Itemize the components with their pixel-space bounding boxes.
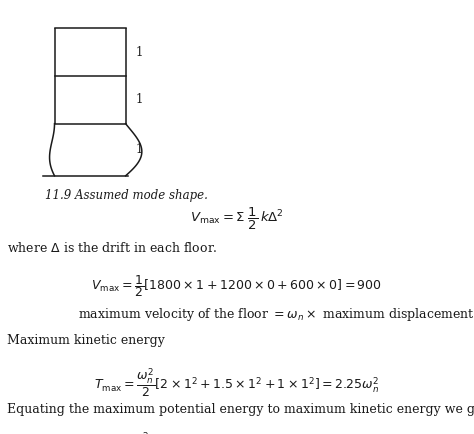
Text: $T_{\mathrm{max}} = \dfrac{\omega_n^2}{2}[2 \times 1^2 +1.5 \times 1^2 +1 \times: $T_{\mathrm{max}} = \dfrac{\omega_n^2}{2… bbox=[94, 367, 380, 400]
Text: where $\Delta$ is the drift in each floor.: where $\Delta$ is the drift in each floo… bbox=[7, 241, 218, 255]
Text: 11.9 Assumed mode shape.: 11.9 Assumed mode shape. bbox=[45, 189, 208, 202]
Text: 1: 1 bbox=[136, 143, 144, 156]
Text: $2.25\omega_n^2 = 900; \; \omega_n = 20\mathrm{rad/s}$: $2.25\omega_n^2 = 900; \; \omega_n = 20\… bbox=[104, 432, 278, 434]
Text: maximum velocity of the floor $= \omega_n \times$ maximum displacement: maximum velocity of the floor $= \omega_… bbox=[78, 306, 474, 323]
Text: $V_{\mathrm{max}}  = \Sigma \; \dfrac{1}{2} \, k\Delta^2$: $V_{\mathrm{max}} = \Sigma \; \dfrac{1}{… bbox=[190, 206, 284, 232]
Text: 1: 1 bbox=[136, 46, 144, 59]
Text: 1: 1 bbox=[136, 93, 144, 106]
Text: $V_{\mathrm{max}} = \dfrac{1}{2}[1800 \times 1 + 1200 \times 0 + 600 \times 0] =: $V_{\mathrm{max}} = \dfrac{1}{2}[1800 \t… bbox=[91, 273, 383, 299]
Text: Equating the maximum potential energy to maximum kinetic energy we get: Equating the maximum potential energy to… bbox=[7, 403, 474, 416]
Text: Maximum kinetic energy: Maximum kinetic energy bbox=[7, 334, 165, 347]
